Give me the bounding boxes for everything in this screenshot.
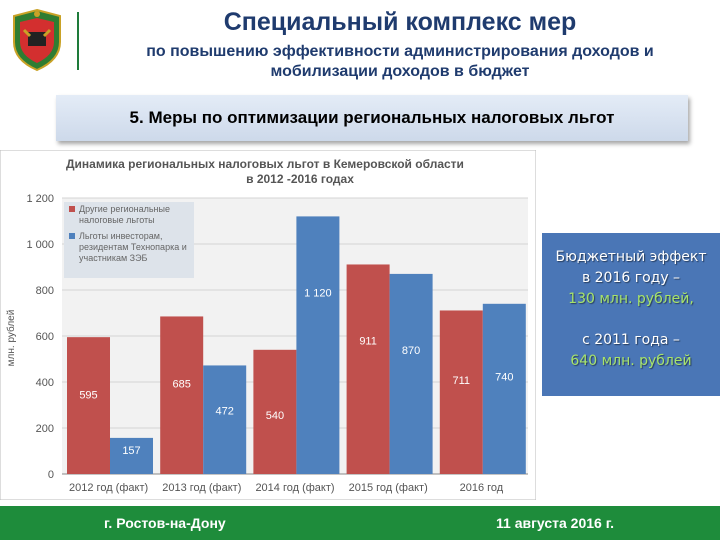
x-tick-label: 2014 год (факт): [255, 482, 334, 494]
footer-date: 11 августа 2016 г.: [496, 515, 615, 531]
page-subtitle: по повышению эффективности администриров…: [146, 43, 654, 80]
callout-line5: 640 млн. рублей: [570, 353, 692, 369]
y-tick-label: 0: [48, 469, 54, 481]
data-label: 685: [173, 378, 191, 390]
bar-other-benefits: [253, 349, 297, 474]
callout-line2: в 2016 году –: [581, 270, 681, 286]
x-tick-label: 2013 год (факт): [162, 482, 241, 494]
bar-investor-benefits: [203, 365, 247, 474]
x-tick-label: 2012 год (факт): [69, 482, 148, 494]
data-label: 157: [122, 445, 140, 457]
bar-other-benefits: [439, 310, 483, 474]
legend-swatch: [69, 233, 75, 239]
footer-city: г. Ростов-на-Дону: [104, 515, 226, 531]
data-label: 540: [266, 410, 284, 422]
y-tick-label: 1 200: [26, 193, 54, 205]
budget-effect-callout: Бюджетный эффект в 2016 году – 130 млн. …: [542, 233, 720, 396]
y-tick-label: 200: [36, 423, 54, 435]
coat-of-arms-icon: [13, 8, 61, 72]
bar-other-benefits: [346, 264, 390, 474]
bar-chart: Динамика региональных налоговых льгот в …: [0, 150, 536, 500]
y-tick-label: 800: [36, 285, 54, 297]
legend-label: резидентам Технопарка и: [79, 242, 187, 252]
header-divider: [77, 12, 79, 70]
chart-title-line1: Динамика региональных налоговых льгот в …: [66, 157, 464, 171]
callout-line4: с 2011 года –: [582, 332, 680, 348]
data-label: 711: [453, 375, 471, 387]
x-tick-label: 2016 год: [460, 482, 504, 494]
bar-other-benefits: [67, 337, 110, 474]
data-label: 740: [495, 371, 513, 383]
callout-line3: 130 млн. рублей,: [568, 291, 694, 307]
data-label: 1 120: [304, 287, 332, 299]
data-label: 595: [79, 390, 97, 402]
legend-box: [64, 202, 194, 278]
bar-investor-benefits: [296, 216, 340, 474]
y-tick-label: 400: [36, 377, 54, 389]
y-tick-label: 600: [36, 331, 54, 343]
bar-investor-benefits: [389, 273, 433, 474]
callout-line1: Бюджетный эффект: [555, 249, 707, 265]
legend-swatch: [69, 206, 75, 212]
section-banner: 5. Меры по оптимизации региональных нало…: [56, 95, 688, 141]
legend-label: участникам ЗЭБ: [79, 253, 148, 263]
section-banner-label: 5. Меры по оптимизации региональных нало…: [129, 108, 615, 127]
bar-other-benefits: [160, 316, 204, 474]
bar-investor-benefits: [482, 303, 526, 474]
data-label: 911: [359, 335, 377, 347]
y-axis-label: млн. рублей: [5, 310, 17, 367]
bar-investor-benefits: [110, 437, 153, 474]
legend-label: Льготы инвесторам,: [79, 231, 163, 241]
data-label: 472: [216, 405, 234, 417]
footer-bar: г. Ростов-на-Дону 11 августа 2016 г.: [0, 506, 720, 540]
legend-label: налоговые льготы: [79, 215, 155, 225]
data-label: 870: [402, 345, 420, 357]
page-title: Специальный комплекс мер: [223, 8, 577, 36]
x-tick-label: 2015 год (факт): [349, 482, 428, 494]
chart-title-line2: в 2012 -2016 годах: [246, 172, 354, 186]
y-tick-label: 1 000: [26, 239, 54, 251]
legend-label: Другие региональные: [79, 204, 170, 214]
